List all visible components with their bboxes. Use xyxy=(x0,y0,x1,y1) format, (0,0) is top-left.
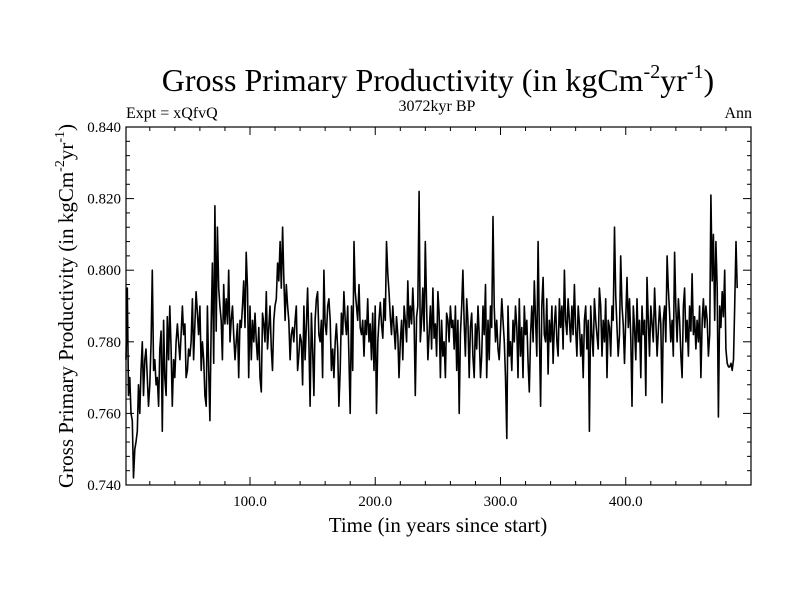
x-tick-label: 100.0 xyxy=(233,494,267,510)
y-tick-label: 0.840 xyxy=(87,120,121,136)
axis-ticks: 100.0 200.0 300.0 400.0 0.740 0.760 0.780 0.800… xyxy=(87,120,751,510)
x-tick-label: 300.0 xyxy=(484,494,518,510)
plot-frame xyxy=(125,126,752,486)
x-tick-label: 200.0 xyxy=(358,494,392,510)
chart-subtitle: 3072kyr BP xyxy=(399,98,476,115)
x-tick-label: 400.0 xyxy=(609,494,643,510)
y-tick-label: 0.760 xyxy=(87,406,121,422)
y-axis-label: Gross Primary Productivity (in kgCm-2yr-… xyxy=(53,124,78,488)
y-tick-label: 0.780 xyxy=(87,335,121,351)
experiment-label: Expt = xQfvQ xyxy=(126,105,218,122)
season-label: Ann xyxy=(724,105,752,122)
y-tick-label: 0.740 xyxy=(87,478,121,494)
chart-title: Gross Primary Productivity (in kgCm-2yr-… xyxy=(162,61,714,98)
data-series-line xyxy=(125,190,738,479)
y-tick-label: 0.800 xyxy=(87,263,121,279)
x-axis-label: Time (in years since start) xyxy=(329,513,548,537)
y-tick-label: 0.820 xyxy=(87,192,121,208)
